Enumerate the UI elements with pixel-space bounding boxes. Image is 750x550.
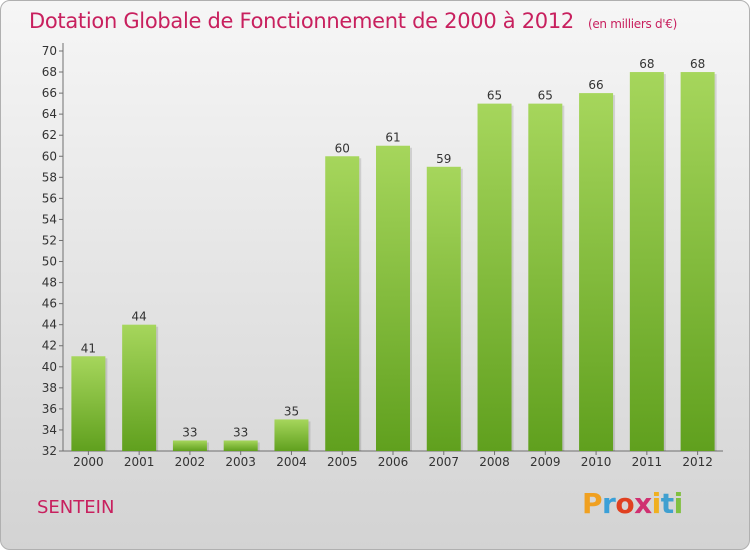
data-label: 68 [639,57,654,71]
logo-letter: x [634,487,652,520]
y-tick-label: 46 [42,297,57,311]
y-tick-label: 56 [42,191,57,205]
data-label: 61 [385,131,400,145]
y-tick-label: 32 [42,444,57,458]
y-tick-label: 44 [42,318,57,332]
x-tick-label: 2007 [428,455,459,469]
chart-title: Dotation Globale de Fonctionnement de 20… [29,9,677,33]
x-tick-label: 2000 [73,455,104,469]
data-label: 41 [81,341,96,355]
bar [579,93,614,452]
bar [477,103,512,451]
bar [325,156,360,451]
bar [376,145,410,451]
y-tick-label: 40 [42,360,57,374]
data-label: 35 [284,404,299,418]
x-tick-label: 2009 [530,455,561,469]
bar [122,324,157,451]
unit-label: (en milliers d'€) [587,17,677,31]
x-tick-label: 2004 [276,455,307,469]
bar [274,419,309,451]
x-tick-label: 2010 [581,455,612,469]
data-label: 33 [182,425,197,439]
y-tick-label: 50 [42,255,57,269]
x-tick-label: 2001 [124,455,155,469]
y-tick-label: 54 [42,212,57,226]
bar [172,440,207,451]
x-tick-label: 2005 [327,455,358,469]
y-tick-label: 36 [42,402,57,416]
data-label: 66 [588,78,603,92]
y-tick-label: 34 [42,423,57,437]
logo-letter: P [582,487,603,520]
data-label: 68 [690,57,705,71]
x-tick-label: 2008 [479,455,510,469]
data-label: 65 [487,89,502,103]
data-label: 65 [538,89,553,103]
bar [426,166,461,451]
y-tick-label: 64 [42,107,57,121]
logo-letter: r [602,487,616,520]
data-label: 59 [436,152,451,166]
logo-letter: o [615,487,635,520]
bar [629,72,664,451]
x-tick-label: 2011 [632,455,663,469]
place-name: SENTEIN [37,497,115,518]
data-label: 33 [233,425,248,439]
y-tick-label: 66 [42,86,57,100]
y-tick-label: 48 [42,276,57,290]
bar [71,356,106,451]
data-label: 60 [335,141,350,155]
x-tick-label: 2006 [378,455,409,469]
x-tick-label: 2002 [175,455,206,469]
y-tick-label: 70 [42,44,57,58]
y-tick-label: 68 [42,65,57,79]
title-text: Dotation Globale de Fonctionnement de 20… [29,9,574,33]
proxiti-logo: Proxiti [582,487,683,520]
logo-letter: i [673,487,684,520]
y-tick-label: 58 [42,170,57,184]
y-tick-label: 60 [42,149,57,163]
y-tick-label: 62 [42,128,57,142]
y-tick-label: 52 [42,233,57,247]
bar [528,103,563,451]
logo-letter: t [660,487,674,520]
bar [680,72,715,451]
x-tick-label: 2003 [225,455,256,469]
data-label: 44 [132,310,147,324]
y-tick-label: 38 [42,381,57,395]
logo-letter: i [651,487,662,520]
y-tick-label: 42 [42,339,57,353]
x-tick-label: 2012 [682,455,713,469]
bar [223,440,258,451]
